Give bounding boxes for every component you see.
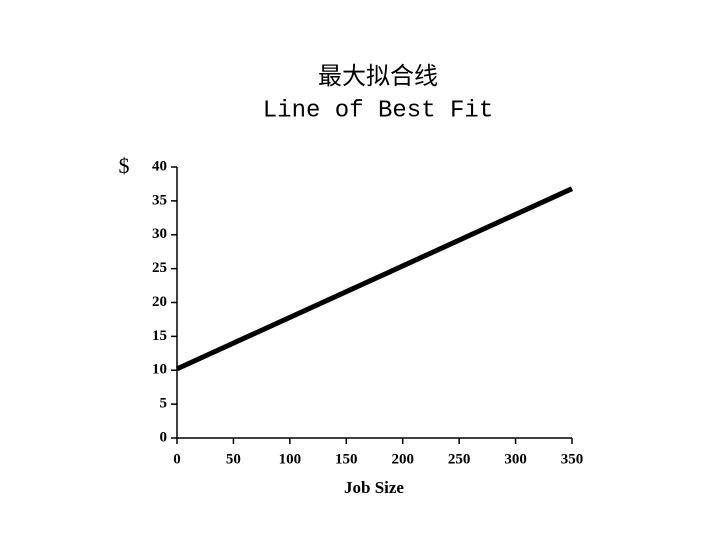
y-tick-label: 15	[152, 328, 167, 344]
x-tick-label: 50	[226, 451, 241, 467]
y-tick-label: 20	[152, 294, 167, 310]
y-tick-label: 40	[152, 158, 167, 174]
y-axis-label: $	[119, 153, 130, 178]
data-line	[175, 186, 574, 372]
y-tick-label: 5	[160, 396, 168, 412]
y-tick-label: 35	[152, 192, 167, 208]
x-tick-label: 200	[391, 451, 414, 467]
y-tick-label: 10	[152, 362, 167, 378]
y-tick-label: 25	[152, 260, 167, 276]
x-tick-label: 150	[335, 451, 358, 467]
chart-title: 最大拟合线	[318, 62, 438, 90]
x-tick-label: 300	[504, 451, 527, 467]
x-tick-label: 350	[561, 451, 584, 467]
y-tick-label: 0	[160, 429, 168, 445]
x-tick-label: 100	[279, 451, 302, 467]
x-tick-label: 0	[173, 451, 181, 467]
x-axis-label: Job Size	[344, 478, 404, 497]
x-tick-label: 250	[448, 451, 471, 467]
y-tick-label: 30	[152, 226, 167, 242]
chart-subtitle: Line of Best Fit	[263, 97, 493, 124]
